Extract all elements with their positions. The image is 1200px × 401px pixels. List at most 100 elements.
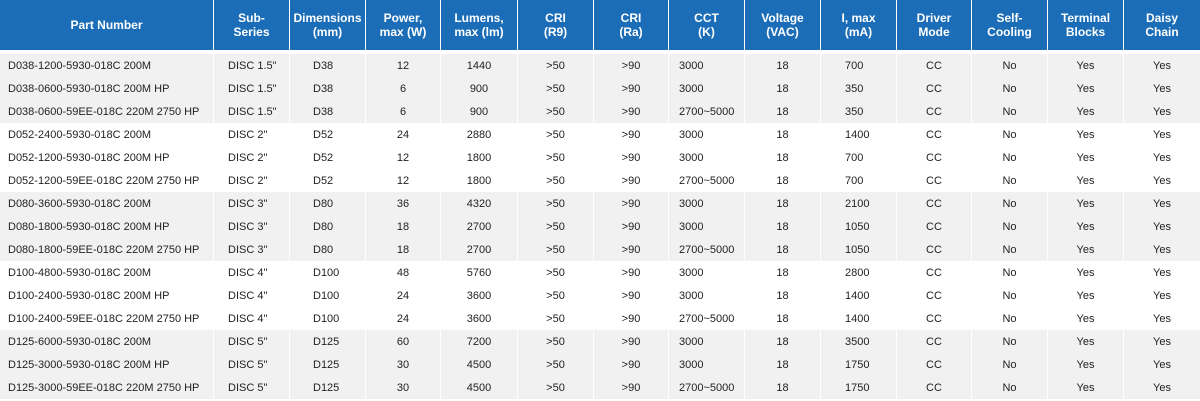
table-cell: >50 [518, 284, 594, 307]
table-cell: 12 [366, 54, 441, 77]
header-cell: Lumens, max (lm) [441, 0, 518, 50]
table-cell: 18 [745, 215, 821, 238]
table-row: D100-2400-59EE-018C 220M 2750 HP DISC 4" D… [0, 307, 1200, 330]
table-cell: 18 [745, 353, 821, 376]
table-cell: 700 [821, 54, 897, 77]
table-cell: >90 [594, 215, 669, 238]
table-cell: D038-0600-5930-018C 200M HP [0, 77, 214, 100]
table-row: D080-1800-59EE-018C 220M 2750 HP DISC 3" D… [0, 238, 1200, 261]
table-cell: Yes [1048, 261, 1124, 284]
table-cell: 18 [745, 376, 821, 399]
table-cell: Yes [1153, 312, 1171, 325]
table-cell: 18 [745, 100, 821, 123]
table-cell: 700 [821, 169, 897, 192]
table-cell: 2700~5000 [669, 238, 745, 261]
table-cell: DISC 2" [214, 146, 290, 169]
table-cell: DISC 1.5" [214, 54, 290, 77]
table-cell: D080-1800-5930-018C 200M HP [0, 215, 214, 238]
table-cell: 4320 [441, 192, 518, 215]
table-cell: D038-0600-59EE-018C 220M 2750 HP [0, 100, 214, 123]
table-cell: CC [897, 100, 972, 123]
table-cell: 4500 [441, 353, 518, 376]
table-cell: >90 [594, 330, 669, 353]
table-cell: 36 [366, 192, 441, 215]
table-cell: D38 [290, 54, 366, 77]
table-cell: Yes [1048, 146, 1124, 169]
table-cell: D80 [290, 192, 366, 215]
table-cell: D100-2400-5930-018C 200M HP [0, 284, 214, 307]
table-cell: CC [897, 77, 972, 100]
table-cell: >50 [518, 238, 594, 261]
table-cell: Yes [1048, 238, 1124, 261]
header-cell: Daisy Chain [1145, 11, 1179, 39]
table-cell: >90 [594, 261, 669, 284]
table-cell: No [972, 123, 1048, 146]
table-row: D038-1200-5930-018C 200M DISC 1.5" D38 12 14… [0, 54, 1200, 77]
table-cell: D100 [290, 307, 366, 330]
table-cell: Yes [1153, 105, 1171, 118]
table-cell: >50 [518, 307, 594, 330]
table-cell: No [972, 284, 1048, 307]
table-cell: No [972, 192, 1048, 215]
table-cell: D100-4800-5930-018C 200M [0, 261, 214, 284]
table-cell: D38 [290, 77, 366, 100]
table-cell: DISC 4" [214, 261, 290, 284]
table-cell: D080-1800-59EE-018C 220M 2750 HP [0, 238, 214, 261]
table-cell: D80 [290, 215, 366, 238]
table-cell: 2700 [441, 238, 518, 261]
table-cell: CC [897, 330, 972, 353]
table-cell: D125-6000-5930-018C 200M [0, 330, 214, 353]
table-cell: 700 [821, 146, 897, 169]
table-cell: 3000 [669, 54, 745, 77]
header-cell: CRI (R9) [518, 0, 594, 50]
table-cell: 2700~5000 [669, 100, 745, 123]
table-cell: D125 [290, 353, 366, 376]
table-cell: 1800 [441, 146, 518, 169]
table-cell: 2100 [821, 192, 897, 215]
table-cell: 18 [745, 238, 821, 261]
table-cell: Yes [1048, 330, 1124, 353]
table-cell: 18 [745, 192, 821, 215]
table-cell: CC [897, 146, 972, 169]
table-cell: 1050 [821, 215, 897, 238]
table-cell: D52 [290, 146, 366, 169]
table-cell: CC [897, 238, 972, 261]
table-cell: Yes [1048, 123, 1124, 146]
table-cell: 6 [366, 77, 441, 100]
table-cell: 2800 [821, 261, 897, 284]
table-cell: Yes [1153, 335, 1171, 348]
table-cell: Yes [1048, 284, 1124, 307]
table-cell: 2880 [441, 123, 518, 146]
table-cell: 18 [745, 330, 821, 353]
table-cell: D052-1200-5930-018C 200M HP [0, 146, 214, 169]
table-cell: DISC 1.5" [214, 100, 290, 123]
table-cell: 1400 [821, 307, 897, 330]
table-cell: Yes [1153, 381, 1171, 394]
header-row: Part Number Sub- Series Dimensions (mm) Pow… [0, 0, 1200, 50]
header-cell: Sub- Series [214, 0, 290, 50]
table-cell: 3000 [669, 123, 745, 146]
table-row: D038-0600-59EE-018C 220M 2750 HP DISC 1.5… [0, 100, 1200, 123]
table-row: D052-1200-59EE-018C 220M 2750 HP DISC 2" D… [0, 169, 1200, 192]
table-cell: 1400 [821, 123, 897, 146]
table-cell: 3600 [441, 284, 518, 307]
header-cell: Self- Cooling [972, 0, 1048, 50]
table-cell: >90 [594, 123, 669, 146]
table-cell: Yes [1153, 82, 1171, 95]
table-cell: >90 [594, 307, 669, 330]
table-cell: 18 [745, 284, 821, 307]
table-cell: DISC 5" [214, 353, 290, 376]
table-cell: CC [897, 192, 972, 215]
table-cell: DISC 2" [214, 169, 290, 192]
table-cell: 3000 [669, 215, 745, 238]
header-cell: Power, max (W) [366, 0, 441, 50]
table-cell: D80 [290, 238, 366, 261]
table-cell: CC [897, 376, 972, 399]
table-cell: >50 [518, 146, 594, 169]
table-cell: Yes [1048, 100, 1124, 123]
table-cell: 24 [366, 284, 441, 307]
table-cell: 1440 [441, 54, 518, 77]
table-cell: Yes [1153, 174, 1171, 187]
table-cell: 3000 [669, 353, 745, 376]
header-cell: Driver Mode [897, 0, 972, 50]
